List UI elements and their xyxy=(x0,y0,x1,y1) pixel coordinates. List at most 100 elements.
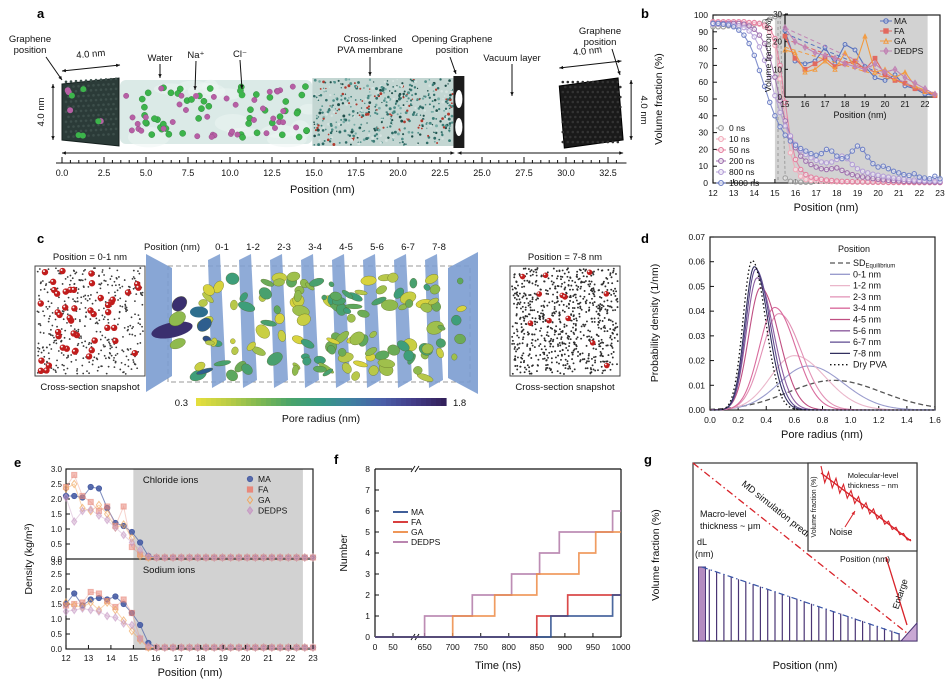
pva-atom xyxy=(517,284,519,287)
tick-label: 2.5 xyxy=(51,570,63,579)
marker-circle xyxy=(870,175,876,182)
graphene-atom xyxy=(89,99,93,102)
pva-speckle xyxy=(388,90,391,92)
slab-ion xyxy=(75,132,82,139)
pva-speckle xyxy=(409,104,412,107)
pva-atom xyxy=(565,324,568,327)
sodium-ion xyxy=(158,85,165,92)
graphene-atom xyxy=(581,140,585,144)
pva-atom xyxy=(518,292,521,295)
pva-atom xyxy=(544,289,547,292)
pva-atom xyxy=(122,335,124,338)
pva-speckle xyxy=(386,80,389,82)
pva-speckle xyxy=(349,143,352,146)
pva-speckle xyxy=(351,128,354,131)
pva-speckle xyxy=(440,90,443,93)
chloride-ion xyxy=(141,103,148,111)
pva-atom xyxy=(563,272,566,275)
marker-square xyxy=(782,33,788,39)
pva-atom xyxy=(50,334,52,336)
pore-blob xyxy=(230,338,236,345)
graphene-atom xyxy=(94,88,98,92)
water-hydrogen xyxy=(98,296,101,299)
pva-atom xyxy=(582,297,585,300)
pva-atom xyxy=(57,350,60,352)
chloride-ion xyxy=(282,98,290,105)
pva-atom xyxy=(108,341,110,344)
tick-label: 0.00 xyxy=(688,405,705,415)
water-molecule xyxy=(87,307,94,314)
pva-speckle xyxy=(446,110,448,112)
pva-atom xyxy=(550,280,553,283)
panel-letter-e: e xyxy=(14,455,22,470)
graphene-atom xyxy=(589,85,592,89)
marker-diamond xyxy=(862,65,868,74)
marker-circle xyxy=(808,150,814,157)
pva-speckle xyxy=(412,111,416,114)
graphene-atom xyxy=(84,109,88,112)
colorbar-slice xyxy=(346,398,352,406)
pore-blob xyxy=(255,324,270,339)
right-snapshot-title: Position = 7-8 nm xyxy=(528,252,602,263)
pva-atom xyxy=(132,276,135,278)
marker-diamond xyxy=(235,553,243,562)
legend-label: 10 ns xyxy=(729,134,750,144)
pva-atom xyxy=(521,286,523,288)
pva-atom xyxy=(561,269,564,272)
pva-atom xyxy=(578,268,581,271)
pva-atom xyxy=(563,287,566,290)
pore-blob xyxy=(437,324,446,331)
marker-diamond xyxy=(202,553,210,562)
pva-speckle xyxy=(342,120,346,124)
graphene-atom xyxy=(596,80,600,84)
slab-ion xyxy=(64,87,71,94)
pva-atom xyxy=(44,284,47,287)
colorbar-slice xyxy=(316,398,322,406)
marker-diamond xyxy=(112,613,119,622)
marker-circle xyxy=(772,13,778,20)
graphene-atom xyxy=(566,100,570,104)
pva-atom xyxy=(43,363,46,365)
pva-atom xyxy=(125,355,128,358)
water-molecule xyxy=(562,294,568,300)
pva-speckle xyxy=(316,126,319,130)
graphene-atom xyxy=(576,120,580,124)
pva-atom xyxy=(536,310,539,313)
marker-diamond xyxy=(161,643,169,652)
pva-atom xyxy=(531,344,534,347)
pva-speckle xyxy=(332,110,336,114)
pore-blob xyxy=(225,272,240,285)
pva-speckle xyxy=(395,99,399,103)
graphene-atom xyxy=(569,85,572,89)
pva-speckle xyxy=(402,96,405,99)
pva-atom xyxy=(515,306,518,309)
slab-label: 5-6 xyxy=(370,242,384,253)
pva-speckle xyxy=(374,103,378,107)
pva-atom xyxy=(612,271,614,274)
graphene-atom xyxy=(102,133,105,137)
pva-atom xyxy=(599,342,602,345)
pva-atom xyxy=(516,348,519,351)
pva-atom xyxy=(571,288,574,291)
pva-speckle xyxy=(340,118,343,121)
pva-atom xyxy=(62,354,65,356)
pva-atom xyxy=(515,298,518,301)
pva-atom xyxy=(588,335,590,338)
graphene-atom xyxy=(574,95,577,99)
pva-atom xyxy=(605,360,608,363)
graphene-atom xyxy=(97,83,100,87)
pva-speckle xyxy=(428,122,431,125)
pva-atom xyxy=(599,303,602,306)
pva-atom xyxy=(584,367,587,370)
pva-speckle xyxy=(406,100,408,103)
marker-circle xyxy=(844,154,850,160)
pore-blob xyxy=(454,333,466,345)
pva-speckle xyxy=(448,107,451,110)
marker-circle xyxy=(803,158,809,164)
marker-diamond xyxy=(161,553,169,562)
marker-circle xyxy=(906,172,912,179)
marker-circle xyxy=(718,125,724,131)
pva-atom xyxy=(514,346,516,349)
tick-label: 1.0 xyxy=(51,525,63,534)
pva-atom xyxy=(118,276,120,278)
